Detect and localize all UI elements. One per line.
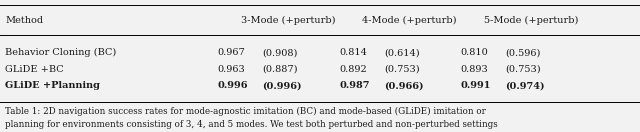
- Text: 0.967: 0.967: [218, 48, 245, 57]
- Text: (0.966): (0.966): [384, 81, 424, 90]
- Text: 0.814: 0.814: [339, 48, 367, 57]
- Text: 3-Mode (+perturb): 3-Mode (+perturb): [241, 16, 335, 25]
- Text: (0.596): (0.596): [506, 48, 541, 57]
- Text: (0.887): (0.887): [262, 65, 298, 74]
- Text: 0.810: 0.810: [461, 48, 488, 57]
- Text: GLiDE +BC: GLiDE +BC: [5, 65, 64, 74]
- Text: 0.892: 0.892: [339, 65, 367, 74]
- Text: Table 1: 2D navigation success rates for mode-agnostic imitation (BC) and mode-b: Table 1: 2D navigation success rates for…: [5, 107, 486, 116]
- Text: (0.753): (0.753): [384, 65, 420, 74]
- Text: (0.614): (0.614): [384, 48, 420, 57]
- Text: (0.996): (0.996): [262, 81, 302, 90]
- Text: 0.963: 0.963: [218, 65, 245, 74]
- Text: planning for environments consisting of 3, 4, and 5 modes. We test both perturbe: planning for environments consisting of …: [5, 120, 498, 129]
- Text: (0.753): (0.753): [506, 65, 541, 74]
- Text: 0.996: 0.996: [218, 81, 248, 90]
- Text: GLiDE +Planning: GLiDE +Planning: [5, 81, 100, 90]
- Text: (0.974): (0.974): [506, 81, 545, 90]
- Text: 0.893: 0.893: [461, 65, 488, 74]
- Text: (0.908): (0.908): [262, 48, 298, 57]
- Text: 0.987: 0.987: [339, 81, 370, 90]
- Text: Method: Method: [5, 16, 44, 25]
- Text: 4-Mode (+perturb): 4-Mode (+perturb): [362, 16, 457, 25]
- Text: 5-Mode (+perturb): 5-Mode (+perturb): [484, 16, 579, 25]
- Text: 0.991: 0.991: [461, 81, 491, 90]
- Text: Behavior Cloning (BC): Behavior Cloning (BC): [5, 48, 116, 57]
